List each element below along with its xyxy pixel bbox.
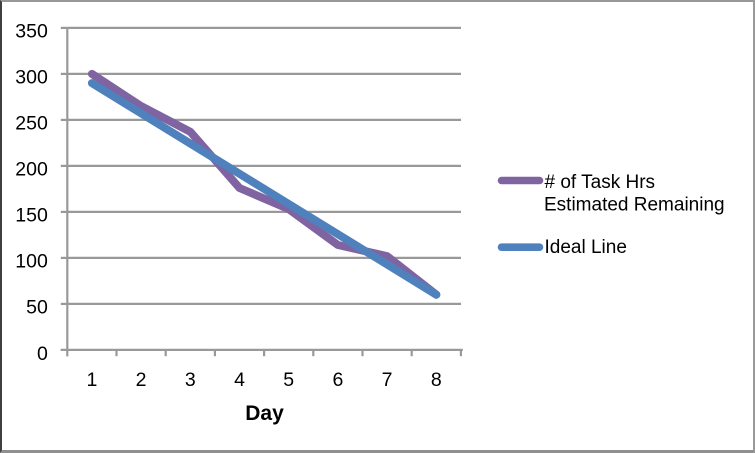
svg-text:150: 150 (15, 205, 48, 227)
svg-text:300: 300 (15, 67, 48, 89)
svg-text:8: 8 (431, 369, 442, 391)
svg-text:# of Task Hrs: # of Task Hrs (545, 172, 656, 193)
svg-text:4: 4 (234, 369, 245, 391)
svg-text:50: 50 (26, 297, 48, 319)
svg-text:Estimated Remaining: Estimated Remaining (544, 194, 725, 215)
svg-text:0: 0 (37, 343, 48, 365)
svg-text:7: 7 (382, 369, 393, 391)
svg-text:Day: Day (245, 402, 284, 425)
svg-text:2: 2 (136, 369, 147, 391)
svg-text:350: 350 (15, 21, 48, 43)
svg-text:Ideal Line: Ideal Line (545, 237, 627, 258)
svg-text:250: 250 (15, 113, 48, 135)
svg-text:3: 3 (185, 369, 196, 391)
svg-text:5: 5 (283, 369, 294, 391)
svg-text:6: 6 (332, 369, 343, 391)
svg-text:1: 1 (86, 369, 97, 391)
svg-text:100: 100 (15, 251, 48, 273)
svg-text:200: 200 (15, 159, 48, 181)
